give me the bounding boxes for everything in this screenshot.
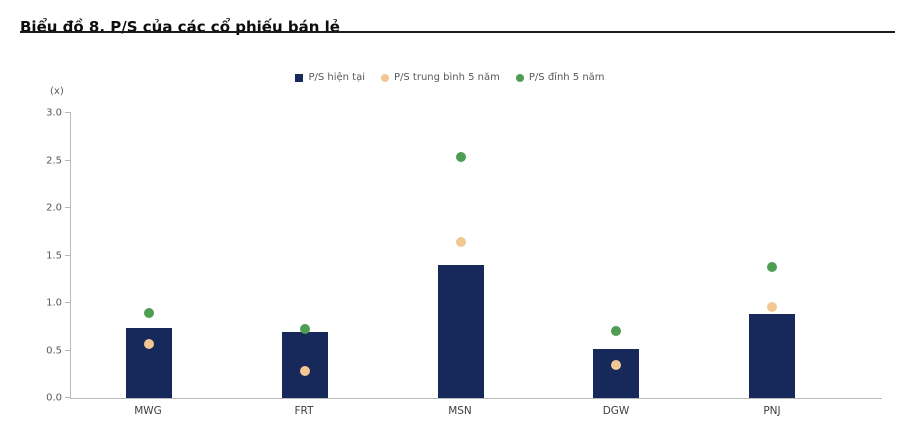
x-category-label: DGW bbox=[602, 405, 630, 417]
x-category-label: MSN bbox=[448, 405, 472, 417]
legend-square-marker-icon bbox=[295, 73, 304, 82]
x-category-label: FRT bbox=[294, 405, 314, 417]
dot-frt bbox=[299, 323, 310, 334]
bar-frt bbox=[281, 331, 328, 398]
y-tick-mark bbox=[65, 302, 71, 303]
dot-msn bbox=[455, 151, 466, 162]
dot-frt bbox=[299, 366, 310, 377]
bar-pnj bbox=[749, 314, 796, 398]
y-tick-label: 1.0 bbox=[46, 297, 62, 309]
dot-pnj bbox=[767, 301, 778, 312]
dot-mwg bbox=[143, 338, 154, 349]
y-tick-label: 3.0 bbox=[46, 107, 62, 119]
dot-msn bbox=[455, 237, 466, 248]
dot-dgw bbox=[611, 359, 622, 370]
y-tick-label: 2.0 bbox=[46, 202, 62, 214]
y-tick-mark bbox=[65, 112, 71, 113]
legend-label: P/S hiện tại bbox=[308, 72, 365, 83]
y-tick-mark bbox=[65, 207, 71, 208]
y-tick-mark bbox=[65, 254, 71, 256]
x-axis: MWG FRT MSN DGW PNJ bbox=[70, 405, 850, 417]
y-axis-unit-label: (x) bbox=[50, 86, 64, 97]
y-tick-mark bbox=[65, 159, 71, 161]
y-axis: 0.0 0.5 1.0 1.5 2.0 2.5 3.0 bbox=[0, 108, 62, 404]
bar-dgw bbox=[593, 348, 640, 398]
y-tick-label: 0.0 bbox=[46, 392, 62, 404]
chart-title: Biểu đồ 8. P/S của các cổ phiếu bán lẻ bbox=[20, 18, 340, 37]
bar-msn bbox=[437, 265, 484, 398]
title-divider bbox=[20, 31, 895, 33]
legend-item: P/S đỉnh 5 năm bbox=[515, 72, 605, 83]
legend-item: P/S trung bình 5 năm bbox=[381, 72, 500, 83]
y-tick-label: 2.5 bbox=[46, 155, 62, 166]
x-axis-line bbox=[70, 398, 882, 399]
chart-legend: P/S hiện tại P/S trung bình 5 năm P/S đỉnh… bbox=[0, 72, 900, 83]
dot-pnj bbox=[767, 261, 778, 272]
x-category-label: MWG bbox=[134, 405, 162, 417]
y-tick-label: 0.5 bbox=[46, 345, 62, 356]
y-tick-mark bbox=[65, 349, 71, 351]
dot-dgw bbox=[611, 325, 622, 336]
legend-item: P/S hiện tại bbox=[295, 72, 365, 83]
dot-mwg bbox=[143, 308, 154, 319]
legend-label: P/S trung bình 5 năm bbox=[394, 72, 500, 83]
y-tick-mark bbox=[65, 397, 71, 398]
legend-dot-marker-icon bbox=[515, 73, 524, 82]
x-category-label: PNJ bbox=[763, 405, 781, 417]
y-tick-label: 1.5 bbox=[46, 250, 62, 261]
legend-label: P/S đỉnh 5 năm bbox=[528, 72, 605, 83]
plot-area bbox=[65, 112, 850, 398]
legend-dot-marker-icon bbox=[381, 73, 389, 82]
